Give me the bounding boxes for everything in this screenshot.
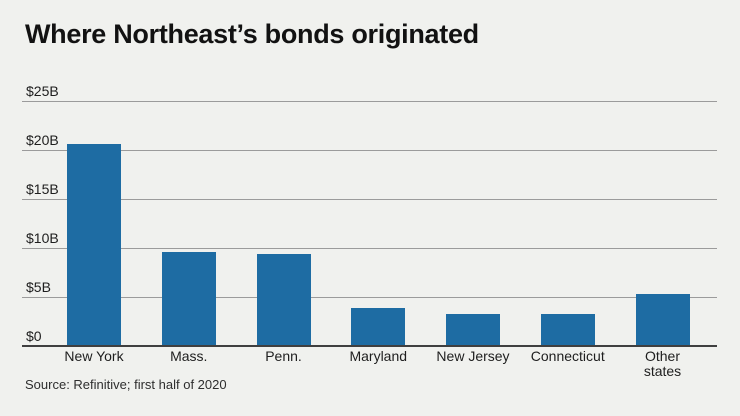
gridline — [22, 198, 717, 200]
y-axis-tick-label: $15B — [26, 180, 59, 197]
gridline — [22, 247, 717, 249]
y-axis-tick-label: $5B — [26, 278, 51, 295]
x-axis-label: Connecticut — [530, 348, 605, 364]
x-axis-label: Penn. — [265, 348, 302, 364]
bar — [161, 252, 216, 345]
gridline — [22, 101, 717, 102]
x-axis-baseline — [22, 345, 717, 347]
y-axis-tick-label: $25B — [26, 83, 59, 99]
x-axis-label: Mass. — [170, 348, 208, 364]
gridline — [22, 296, 717, 298]
chart-title: Where Northeast’s bonds originated — [25, 19, 479, 49]
x-axis-label: Other states — [643, 348, 682, 379]
x-axis-label: New Jersey — [436, 348, 510, 364]
source-note: Source: Refinitive; first half of 2020 — [25, 377, 227, 392]
x-axis-label: Maryland — [349, 348, 408, 364]
y-axis-tick-label: $20B — [26, 131, 59, 148]
y-axis-tick-label: $0 — [26, 327, 42, 344]
bar — [635, 294, 690, 345]
gridline — [22, 149, 717, 151]
bar — [351, 307, 406, 345]
bar — [67, 143, 121, 345]
bar — [256, 254, 311, 345]
x-axis-label: New York — [64, 348, 124, 364]
bar — [540, 313, 595, 345]
y-axis-tick-label: $10B — [26, 229, 59, 246]
bar — [446, 313, 500, 345]
